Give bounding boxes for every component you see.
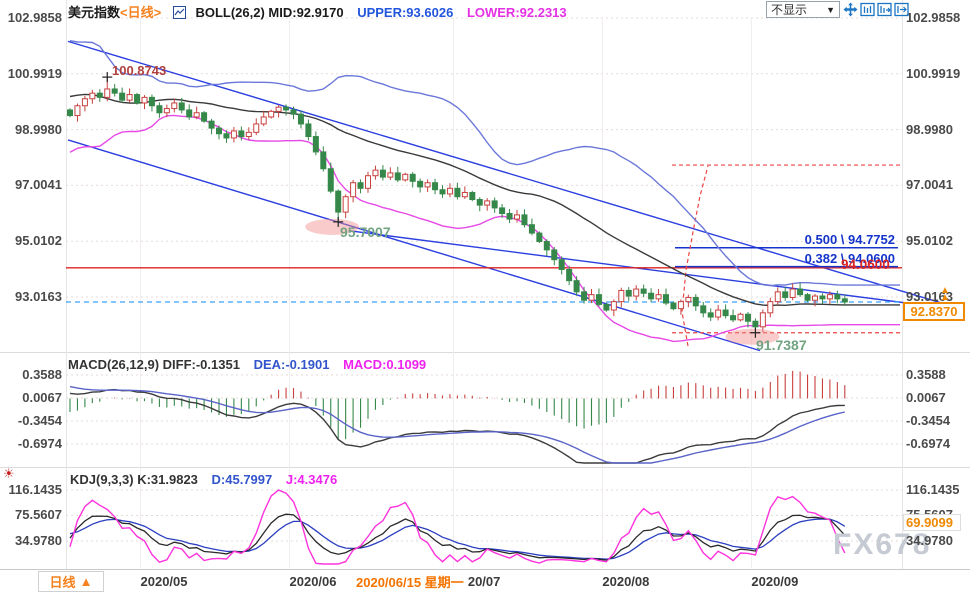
crosshair-date-tooltip: 2020/06/15 星期一	[356, 571, 468, 592]
kdj-pane-header: KDJ(9,3,3) K:31.9823 D:45.7997 J:4.3476	[70, 472, 337, 487]
pan-move-icon[interactable]	[843, 2, 858, 17]
boll-lower-value: LOWER:92.2313	[466, 5, 567, 20]
dropdown-label: 不显示	[771, 3, 808, 17]
triangle-up-icon: ▲	[79, 574, 93, 589]
date-label: 2020/06	[289, 574, 337, 589]
chevron-down-icon: ▼	[826, 4, 835, 15]
kdj-k-value: KDJ(9,3,3) K:31.9823	[70, 472, 198, 487]
current-price-box: 92.8370	[903, 302, 965, 321]
indicator-settings-icon[interactable]: ☀	[3, 466, 15, 481]
date-label: 2020/08	[602, 574, 650, 589]
june-low-annotation: 95.7007	[340, 224, 391, 240]
fib-0382-label: 0.382 \ 94.0600	[804, 251, 895, 266]
chart-toolbar	[843, 2, 909, 17]
chart-icon	[172, 6, 186, 19]
kdj-d-value: D:45.7997	[211, 472, 273, 487]
shift-right-icon[interactable]	[894, 2, 909, 17]
zoom-fit-icon[interactable]	[860, 2, 875, 17]
date-label: 2020/05	[140, 574, 188, 589]
boll-mid-value: BOLL(26,2) MID:92.9170	[195, 5, 344, 20]
pivot-high-annotation: 100.8743	[112, 63, 167, 78]
macd-pane-header: MACD(26,12,9) DIFF:-0.1351 DEA:-0.1901 M…	[68, 357, 426, 372]
macd-diff-value: MACD(26,12,9) DIFF:-0.1351	[68, 357, 240, 372]
period-tag: <日线>	[120, 5, 162, 20]
overlay-display-dropdown[interactable]: 不显示 ▼	[766, 1, 840, 18]
period-selector-label: 日线	[49, 575, 76, 590]
price-up-arrow-icon: ▲ ▲	[940, 285, 950, 303]
september-low-annotation: 91.7387	[756, 337, 807, 353]
date-label: 2020/09	[751, 574, 799, 589]
kdj-j-value: J:4.3476	[285, 472, 338, 487]
horizontal-level-label: 94.0600	[841, 257, 890, 272]
zoom-in-chart-icon[interactable]	[877, 2, 892, 17]
period-selector[interactable]: 日线 ▲	[38, 571, 104, 592]
main-chart-header: 美元指数<日线> BOLL(26,2) MID:92.9170 UPPER:93…	[68, 2, 567, 21]
symbol-name: 美元指数	[68, 5, 121, 20]
fx678-watermark: FX678	[833, 528, 932, 561]
macd-bar-value: MACD:0.1099	[343, 357, 427, 372]
macd-dea-value: DEA:-0.1901	[253, 357, 330, 372]
kdj-crosshair-value: 69.9099	[903, 514, 961, 531]
boll-upper-value: UPPER:93.6026	[357, 5, 454, 20]
time-axis-bar: 日线 ▲ 2020/06/15 星期一 2020/05 2020/06 2020/0…	[0, 569, 970, 592]
fib-0500-label: 0.500 \ 94.7752	[804, 232, 895, 247]
